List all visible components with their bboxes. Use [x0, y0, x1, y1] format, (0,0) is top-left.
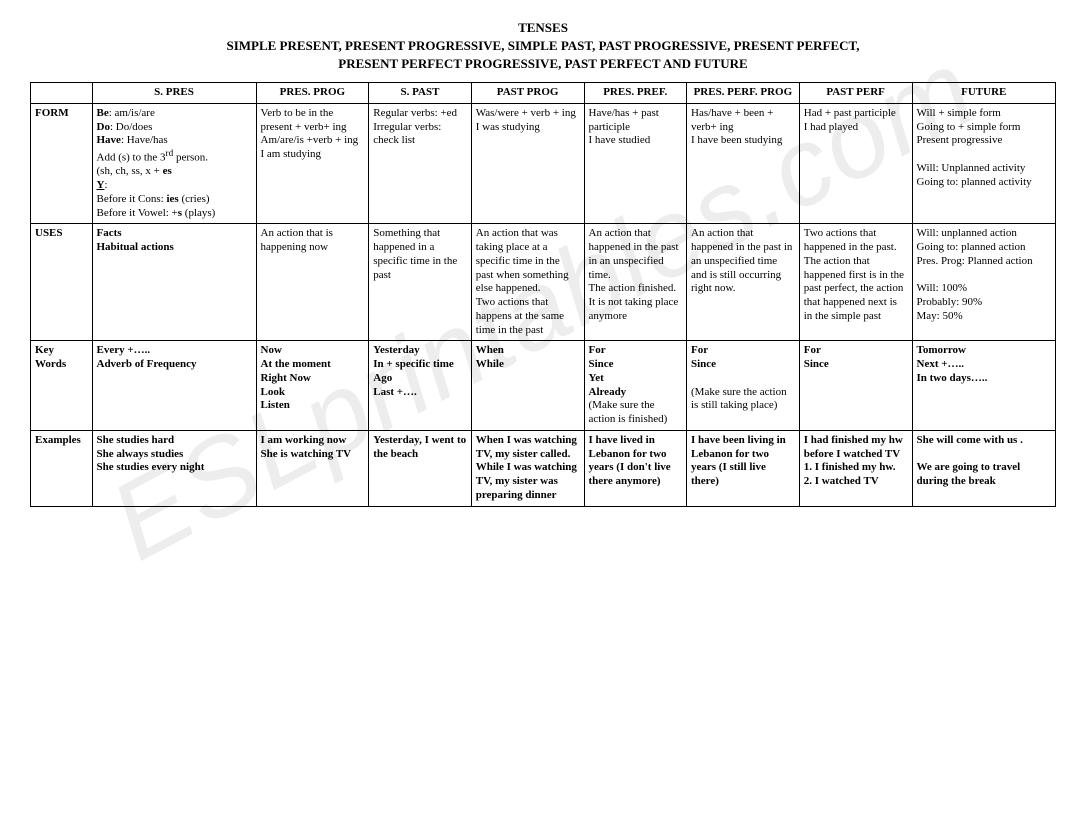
col-pastperf: PAST PERF [799, 83, 912, 104]
col-blank [31, 83, 93, 104]
cell-keywords-prespref: ForSinceYetAlready (Make sure the action… [584, 341, 687, 431]
table-row-form: FORM Be: am/is/areDo: Do/doesHave: Have/… [31, 103, 1056, 224]
cell-form-presprog: Verb to be in the present + verb+ ingAm/… [256, 103, 369, 224]
cell-form-prespref: Have/has + past participleI have studied [584, 103, 687, 224]
cell-form-presperfprog: Has/have + been + verb+ ingI have been s… [687, 103, 800, 224]
cell-examples-spres: She studies hardShe always studiesShe st… [92, 430, 256, 506]
cell-examples-presperfprog: I have been living in Lebanon for two ye… [687, 430, 800, 506]
cell-keywords-presprog: NowAt the momentRight NowLookListen [256, 341, 369, 431]
table-header-row: S. PRES PRES. PROG S. PAST PAST PROG PRE… [31, 83, 1056, 104]
cell-uses-presprog: An action that is happening now [256, 224, 369, 341]
cell-examples-pastprog: When I was watching TV, my sister called… [471, 430, 584, 506]
cell-keywords-spast: YesterdayIn + specific timeAgoLast +…. [369, 341, 472, 431]
cell-uses-spast: Something that happened in a specific ti… [369, 224, 472, 341]
page-title: TENSES [30, 20, 1056, 36]
cell-keywords-future: TomorrowNext +…..In two days….. [912, 341, 1056, 431]
cell-uses-spres: FactsHabitual actions [92, 224, 256, 341]
table-row-examples: Examples She studies hardShe always stud… [31, 430, 1056, 506]
rowlabel-examples: Examples [31, 430, 93, 506]
cell-examples-future: She will come with us .We are going to t… [912, 430, 1056, 506]
cell-uses-presperfprog: An action that happened in the past in a… [687, 224, 800, 341]
cell-examples-prespref: I have lived in Lebanon for two years (I… [584, 430, 687, 506]
col-presperfprog: PRES. PERF. PROG [687, 83, 800, 104]
page-subtitle-2: PRESENT PERFECT PROGRESSIVE, PAST PERFEC… [30, 56, 1056, 72]
col-future: FUTURE [912, 83, 1056, 104]
table-row-keywords: Key Words Every +…..Adverb of Frequency … [31, 341, 1056, 431]
col-pastprog: PAST PROG [471, 83, 584, 104]
cell-form-pastperf: Had + past participleI had played [799, 103, 912, 224]
cell-keywords-pastperf: ForSince [799, 341, 912, 431]
rowlabel-form: FORM [31, 103, 93, 224]
col-spast: S. PAST [369, 83, 472, 104]
tenses-table: S. PRES PRES. PROG S. PAST PAST PROG PRE… [30, 82, 1056, 507]
col-prespref: PRES. PREF. [584, 83, 687, 104]
cell-uses-future: Will: unplanned actionGoing to: planned … [912, 224, 1056, 341]
rowlabel-uses: USES [31, 224, 93, 341]
cell-keywords-pastprog: WhenWhile [471, 341, 584, 431]
cell-form-future: Will + simple formGoing to + simple form… [912, 103, 1056, 224]
col-spres: S. PRES [92, 83, 256, 104]
cell-form-spast: Regular verbs: +edIrregular verbs: check… [369, 103, 472, 224]
cell-examples-presprog: I am working nowShe is watching TV [256, 430, 369, 506]
cell-uses-pastperf: Two actions that happened in the past.Th… [799, 224, 912, 341]
cell-uses-pastprog: An action that was taking place at a spe… [471, 224, 584, 341]
table-row-uses: USES FactsHabitual actions An action tha… [31, 224, 1056, 341]
col-presprog: PRES. PROG [256, 83, 369, 104]
rowlabel-keywords: Key Words [31, 341, 93, 431]
cell-keywords-spres: Every +…..Adverb of Frequency [92, 341, 256, 431]
cell-examples-spast: Yesterday, I went to the beach [369, 430, 472, 506]
page-subtitle-1: SIMPLE PRESENT, PRESENT PROGRESSIVE, SIM… [30, 38, 1056, 54]
cell-form-pastprog: Was/were + verb + ingI was studying [471, 103, 584, 224]
cell-uses-prespref: An action that happened in the past in a… [584, 224, 687, 341]
cell-form-spres: Be: am/is/areDo: Do/doesHave: Have/hasAd… [92, 103, 256, 224]
cell-examples-pastperf: I had finished my hw before I watched TV… [799, 430, 912, 506]
cell-keywords-presperfprog: ForSince(Make sure the action is still t… [687, 341, 800, 431]
